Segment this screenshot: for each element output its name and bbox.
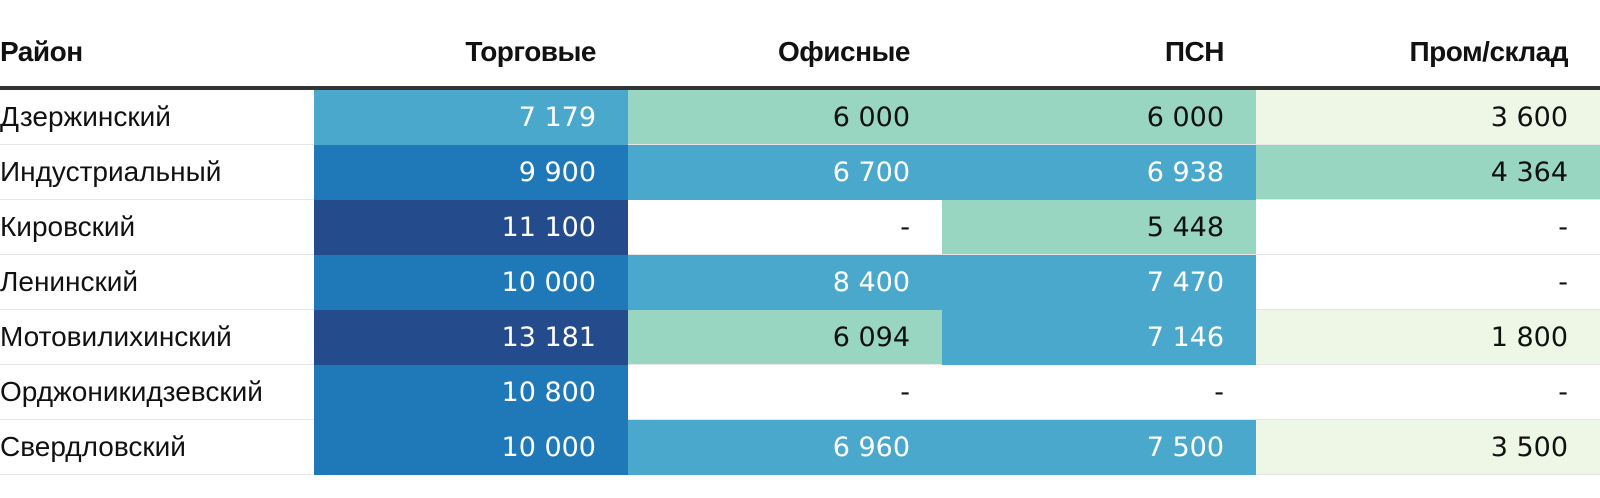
- table-row: Дзержинский 7 179 6 000 6 000 3 600: [0, 88, 1600, 145]
- heatmap-cell: 6 700: [628, 144, 942, 200]
- column-header: Пром/склад: [1256, 18, 1600, 90]
- district-name: Кировский: [0, 199, 314, 255]
- table-row: Свердловский 10 000 6 960 7 500 3 500: [0, 419, 1600, 475]
- heatmap-cell: 11 100: [314, 199, 628, 255]
- heatmap-cell: 8 400: [628, 254, 942, 310]
- heatmap-cell: 7 470: [942, 254, 1256, 310]
- district-name: Дзержинский: [0, 88, 314, 145]
- heatmap-cell: 6 960: [628, 419, 942, 475]
- heatmap-cell: 3 600: [1256, 88, 1600, 145]
- heatmap-cell: 3 500: [1256, 419, 1600, 475]
- column-header: ПСН: [942, 18, 1256, 90]
- heatmap-cell: 5 448: [942, 199, 1256, 255]
- heatmap-cell: 9 900: [314, 144, 628, 200]
- table-row: Кировский 11 100-5 448-: [0, 199, 1600, 255]
- column-header: Офисные: [628, 18, 942, 90]
- table-row: Индустриальный 9 900 6 700 6 938 4 364: [0, 144, 1600, 200]
- heatmap-cell: 4 364: [1256, 144, 1600, 200]
- column-header: Торговые: [314, 18, 628, 90]
- district-name: Свердловский: [0, 419, 314, 475]
- heatmap-cell: -: [1256, 254, 1600, 310]
- heatmap-cell: -: [942, 364, 1256, 420]
- district-name: Орджоникидзевский: [0, 364, 314, 420]
- heatmap-cell: -: [628, 199, 942, 255]
- district-name: Мотовилихинский: [0, 309, 314, 365]
- table-row: Ленинский 10 000 8 400 7 470-: [0, 254, 1600, 310]
- table-body: Дзержинский 7 179 6 000 6 000 3 600 Индустриа…: [0, 88, 1600, 475]
- heatmap-cell: 1 800: [1256, 309, 1600, 365]
- heatmap-cell: -: [1256, 364, 1600, 420]
- table-row: Орджоникидзевский 10 800- - -: [0, 364, 1600, 420]
- table-header: Район Торговые Офисные ПСН Пром/склад: [0, 18, 1600, 90]
- district-name: Ленинский: [0, 254, 314, 310]
- heatmap-cell: -: [628, 364, 942, 420]
- heatmap-cell: -: [1256, 199, 1600, 255]
- heatmap-cell: 10 800: [314, 364, 628, 420]
- heatmap-table: Район Торговые Офисные ПСН Пром/склад Дзержи…: [0, 18, 1600, 475]
- heatmap-cell: 6 938: [942, 144, 1256, 200]
- table-row: Мотовилихинский 13 181 6 094 7 146 1 800: [0, 309, 1600, 365]
- column-header: Район: [0, 18, 314, 90]
- heatmap-cell: 13 181: [314, 309, 628, 365]
- heatmap-cell: 7 500: [942, 419, 1256, 475]
- district-name: Индустриальный: [0, 144, 314, 200]
- heatmap-cell: 10 000: [314, 254, 628, 310]
- heatmap-cell: 7 146: [942, 309, 1256, 365]
- heatmap-cell: 6 000: [942, 88, 1256, 145]
- heatmap-cell: 7 179: [314, 88, 628, 145]
- heatmap-cell: 10 000: [314, 419, 628, 475]
- heatmap-cell: 6 094: [628, 309, 942, 365]
- heatmap-cell: 6 000: [628, 88, 942, 145]
